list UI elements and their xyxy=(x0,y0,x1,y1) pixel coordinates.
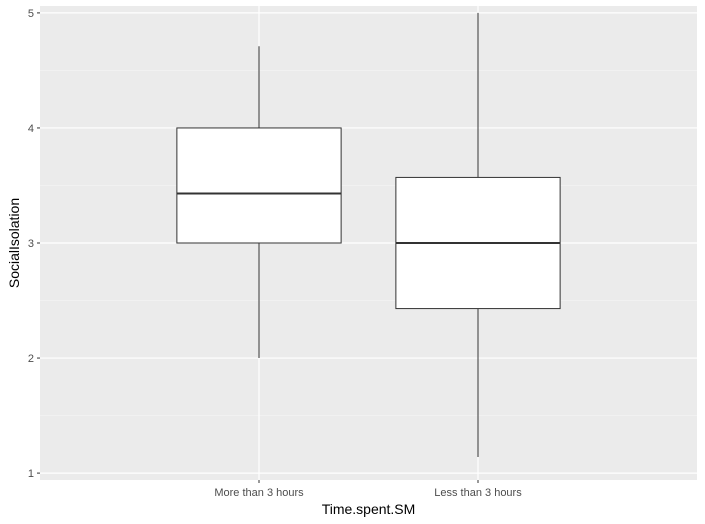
x-tick-label: More than 3 hours xyxy=(214,487,304,499)
y-tick-label: 1 xyxy=(28,468,34,480)
box-iqr xyxy=(176,127,342,244)
y-axis-title: SocialIsolation xyxy=(6,198,22,288)
x-tick-label: Less than 3 hours xyxy=(434,487,522,499)
minor-gridlines xyxy=(40,70,697,416)
box-2 xyxy=(395,12,561,457)
y-tick-label: 2 xyxy=(28,353,34,365)
x-axis-title: Time.spent.SM xyxy=(322,501,416,517)
y-axis: 1 2 3 4 5 xyxy=(28,8,40,480)
y-tick-label: 4 xyxy=(28,123,34,135)
box-series xyxy=(176,12,561,457)
box-1 xyxy=(176,46,342,359)
x-axis: More than 3 hours Less than 3 hours xyxy=(214,480,522,499)
y-tick-label: 3 xyxy=(28,238,34,250)
y-tick-label: 5 xyxy=(28,8,34,20)
